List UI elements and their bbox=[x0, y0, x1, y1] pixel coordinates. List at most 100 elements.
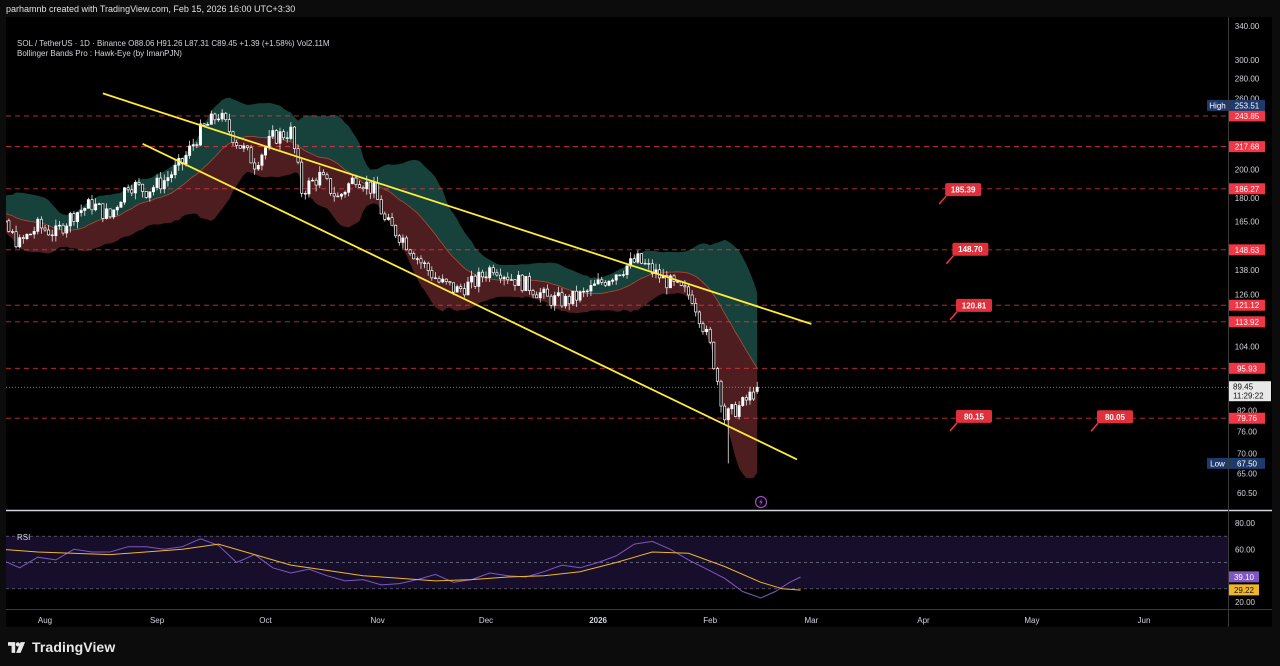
level-tag-label: 148.63 bbox=[1235, 246, 1260, 255]
rsi-ma-line bbox=[6, 543, 801, 591]
level-price-tag: 148.63 bbox=[1229, 244, 1265, 256]
candle bbox=[151, 185, 155, 196]
candle bbox=[274, 129, 278, 145]
callout-label: 80.05 bbox=[1105, 413, 1126, 422]
candle-body bbox=[408, 249, 412, 254]
symbol-line[interactable]: SOL / TetherUS · 1D · Binance O88.06 H91… bbox=[17, 39, 330, 48]
price-tick-label: 138.00 bbox=[1235, 266, 1260, 275]
candle-body bbox=[553, 295, 557, 306]
candle-body bbox=[390, 217, 394, 226]
candle-body bbox=[242, 145, 246, 149]
candle-body bbox=[744, 397, 748, 401]
candle-body bbox=[321, 171, 325, 176]
candle-body bbox=[448, 281, 452, 284]
candle bbox=[531, 288, 535, 299]
candle bbox=[303, 190, 307, 200]
candle-body bbox=[444, 278, 448, 282]
candle-body bbox=[350, 177, 354, 185]
price-callout[interactable]: 120.81 bbox=[949, 298, 993, 321]
candle-body bbox=[68, 213, 72, 227]
candle bbox=[517, 270, 521, 286]
candle bbox=[256, 161, 260, 171]
candle-body bbox=[383, 213, 387, 220]
candle-body bbox=[198, 123, 202, 146]
candle-body bbox=[690, 294, 694, 304]
candle bbox=[170, 171, 174, 183]
candle bbox=[712, 341, 716, 370]
candle-body bbox=[625, 265, 629, 275]
candle-body bbox=[343, 191, 347, 195]
price-callout[interactable]: 185.39 bbox=[938, 183, 982, 205]
candle bbox=[25, 233, 29, 241]
candle-body bbox=[687, 286, 690, 296]
candle bbox=[224, 112, 228, 123]
candle-body bbox=[101, 203, 105, 219]
candle bbox=[245, 145, 249, 151]
candle-body bbox=[574, 290, 578, 301]
candle-body bbox=[43, 227, 47, 231]
level-tag-box bbox=[1229, 299, 1265, 311]
indicator-line[interactable]: Bollinger Bands Pro : Hawk-Eye (by ImanP… bbox=[17, 49, 182, 58]
candle-body bbox=[509, 279, 513, 281]
candle bbox=[166, 171, 170, 187]
low-marker-label: Low bbox=[1210, 459, 1225, 468]
price-axis: 340.00300.00280.00260.00220.00200.00180.… bbox=[1207, 22, 1271, 498]
candle bbox=[61, 223, 65, 236]
rsi-tick-label: 20.00 bbox=[1235, 598, 1256, 607]
low-marker-value: 67.50 bbox=[1237, 459, 1258, 468]
candle bbox=[484, 271, 488, 282]
candle-body bbox=[538, 292, 542, 299]
candle bbox=[748, 386, 752, 405]
event-marker-icon[interactable] bbox=[754, 495, 768, 509]
candle bbox=[97, 202, 101, 205]
candle-body bbox=[76, 212, 80, 222]
candle-body bbox=[267, 135, 271, 148]
candle-body bbox=[755, 386, 759, 392]
price-tick-label: 65.00 bbox=[1237, 470, 1258, 479]
candle bbox=[744, 394, 748, 406]
price-tick-label: 126.00 bbox=[1235, 291, 1260, 300]
trendline[interactable] bbox=[142, 142, 798, 461]
candle-body bbox=[253, 162, 257, 170]
candle-body bbox=[184, 155, 188, 165]
price-callout[interactable]: 148.70 bbox=[945, 242, 989, 265]
candle bbox=[668, 274, 672, 289]
rsi-tick-label: 80.00 bbox=[1235, 519, 1256, 528]
tradingview-logo[interactable]: TradingView bbox=[8, 639, 115, 655]
callout-box bbox=[956, 298, 993, 312]
candle-body bbox=[459, 286, 463, 289]
chart-frame[interactable]: 185.39 148.70 120.81 80.15 80.05 340.00 300.00… bbox=[6, 17, 1272, 627]
candle-body bbox=[7, 220, 11, 232]
candle-body bbox=[25, 233, 29, 239]
candle-body bbox=[708, 328, 712, 343]
candle bbox=[271, 125, 275, 140]
candle bbox=[18, 234, 22, 249]
candle-body bbox=[97, 203, 101, 205]
time-axis: Aug Sep Oct Nov Dec 2026 Feb Mar Apr May Jun bbox=[38, 616, 1151, 625]
trendline[interactable] bbox=[102, 92, 812, 325]
candle-body bbox=[426, 262, 430, 271]
rsi-pane-label[interactable]: RSI bbox=[17, 533, 31, 542]
candle-body bbox=[502, 276, 506, 280]
price-chart[interactable]: 185.39 148.70 120.81 80.15 80.05 340.00 300.00… bbox=[6, 17, 1272, 627]
candle-body bbox=[723, 405, 727, 421]
price-callout[interactable]: 80.05 bbox=[1090, 410, 1134, 432]
candle-body bbox=[339, 193, 343, 197]
candle-body bbox=[441, 278, 445, 283]
candle-body bbox=[697, 311, 701, 325]
candle bbox=[282, 129, 286, 140]
candle-body bbox=[603, 282, 607, 286]
candle bbox=[462, 283, 466, 298]
candle-body bbox=[517, 274, 521, 286]
level-lines bbox=[6, 115, 1228, 419]
candle-body bbox=[227, 119, 231, 133]
candle-body bbox=[401, 237, 405, 243]
callout-label: 80.15 bbox=[964, 412, 985, 421]
price-callout[interactable]: 80.15 bbox=[949, 409, 993, 432]
level-tag-box bbox=[1229, 412, 1265, 424]
candle-body bbox=[484, 276, 488, 279]
candle-body bbox=[50, 234, 54, 237]
candle-body bbox=[137, 182, 141, 185]
candle-body bbox=[694, 302, 698, 313]
candle bbox=[47, 225, 51, 236]
